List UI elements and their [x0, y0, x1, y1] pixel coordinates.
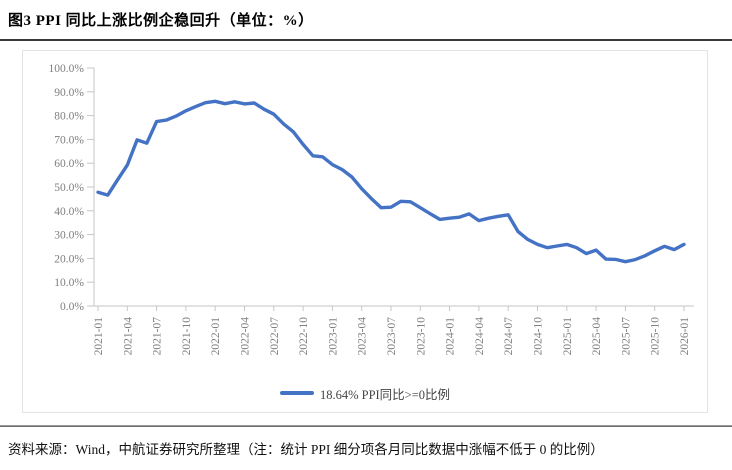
legend-line-swatch	[279, 391, 314, 395]
x-axis-tick-label: 2022-04	[240, 317, 252, 356]
x-axis-tick-label: 2025-01	[562, 317, 574, 356]
y-axis-tick-label: 40.0%	[54, 206, 84, 218]
x-axis-tick-label: 2021-04	[122, 317, 134, 356]
y-axis-tick-label: 60.0%	[54, 158, 84, 170]
y-axis-tick-label: 90.0%	[54, 87, 84, 99]
y-axis-tick-label: 30.0%	[54, 230, 84, 242]
x-axis-tick-label: 2021-07	[152, 317, 164, 356]
x-axis-tick-label: 2025-07	[620, 317, 632, 356]
x-axis-tick-label: 2024-04	[474, 317, 486, 356]
chart-frame	[22, 50, 708, 413]
x-axis-tick-label: 2025-10	[650, 317, 662, 356]
title-divider	[0, 39, 732, 41]
ppi-ratio-line-series	[96, 99, 686, 264]
x-axis-tick-label: 2024-07	[503, 317, 515, 356]
y-axis-tick-label: 0.0%	[60, 301, 84, 313]
page-title: 图3 PPI 同比上涨比例企稳回升（单位：%）	[8, 13, 314, 29]
x-axis-tick-label: 2023-10	[415, 317, 427, 356]
x-axis-tick-label: 2023-07	[386, 317, 398, 356]
y-axis-tick-label: 10.0%	[54, 277, 84, 289]
x-axis-tick-label: 2023-04	[357, 317, 369, 356]
y-axis-tick-label: 80.0%	[54, 111, 84, 123]
chart-legend: 18.64% PPI同比>=0比例	[22, 384, 708, 402]
x-axis-tick-label: 2025-04	[591, 317, 603, 356]
x-axis-tick-label: 2023-01	[327, 317, 339, 356]
footer-divider	[0, 425, 732, 427]
x-axis-tick-label: 2022-01	[210, 317, 222, 356]
y-axis-tick-label: 50.0%	[54, 182, 84, 194]
source-note: 资料来源：Wind，中航证券研究所整理（注：统计 PPI 细分项各月同比数据中涨…	[8, 442, 604, 457]
y-axis-tick-label: 100.0%	[49, 63, 85, 75]
x-axis-tick-label: 2022-10	[298, 317, 310, 356]
x-axis-tick-label: 2024-01	[445, 317, 457, 356]
legend-label: 18.64% PPI同比>=0比例	[319, 387, 451, 402]
x-axis-tick-label: 2024-10	[533, 317, 545, 356]
y-axis-tick-label: 70.0%	[54, 134, 84, 146]
y-axis-tick-label: 20.0%	[54, 253, 84, 265]
x-axis-tick-label: 2026-01	[679, 317, 691, 356]
x-axis-tick-label: 2021-01	[93, 317, 105, 356]
x-axis-tick-label: 2022-07	[269, 317, 281, 356]
x-axis-tick-label: 2021-10	[181, 317, 193, 356]
